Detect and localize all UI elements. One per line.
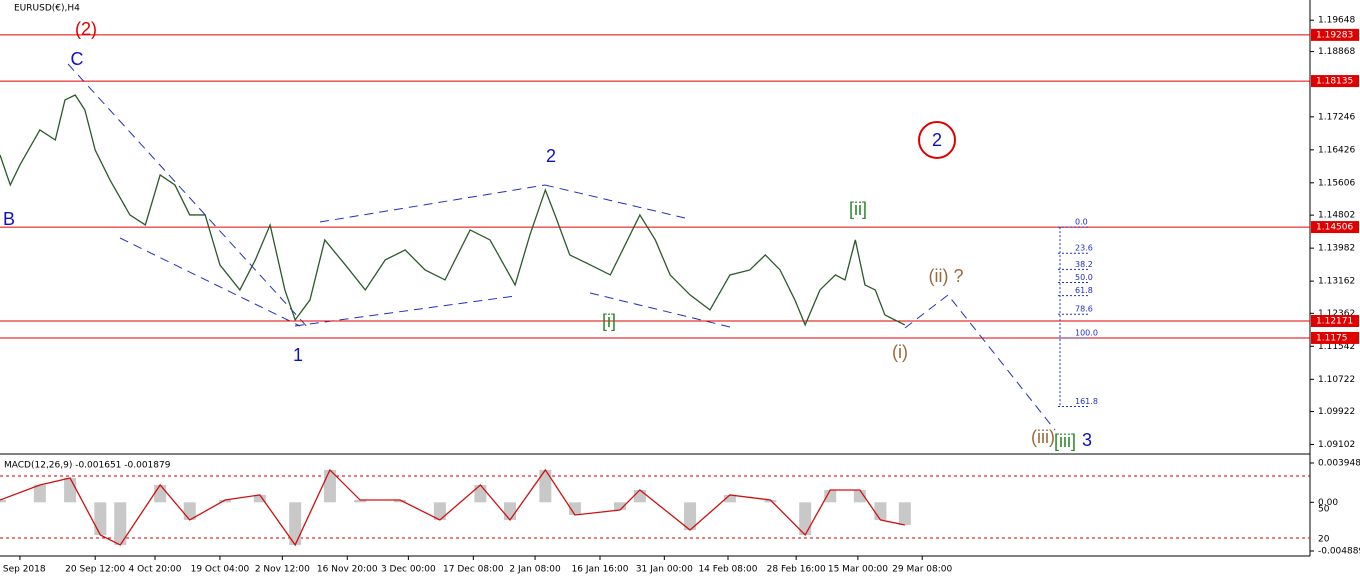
macd-bar	[154, 484, 167, 503]
y-tick-label: 1.09102	[1318, 440, 1355, 450]
x-tick-label: 15 Mar 00:00	[828, 565, 888, 575]
x-tick-label: 20 Sep 12:00	[65, 565, 125, 575]
x-tick-label: 17 Dec 08:00	[443, 565, 504, 575]
wave-label: 2	[546, 146, 556, 166]
fib-label: 61.8	[1075, 286, 1093, 295]
macd-bar	[253, 494, 266, 503]
level-box	[1311, 75, 1359, 88]
fib-label: 0.0	[1075, 218, 1088, 227]
macd-bar	[114, 502, 127, 545]
macd-bar	[289, 502, 302, 545]
macd-tick-label: 0.003948	[1318, 459, 1360, 469]
macd-bar	[874, 502, 887, 520]
wave-circle	[918, 121, 956, 159]
fib-label: 78.6	[1075, 305, 1093, 314]
macd-bar	[323, 469, 336, 503]
macd-bar	[764, 500, 777, 503]
level-box	[1311, 331, 1359, 344]
macd-bar	[633, 489, 646, 503]
x-tick-label: 2 Jan 08:00	[509, 565, 561, 575]
macd-bar	[723, 494, 736, 503]
wave-label: 3	[1082, 430, 1092, 450]
y-tick-label: 1.17246	[1318, 112, 1355, 122]
macd-bar	[94, 502, 107, 535]
y-tick-label: 1.16426	[1318, 145, 1355, 155]
macd-line	[0, 468, 905, 547]
macd-bar	[64, 478, 77, 503]
x-tick-label: 16 Jan 16:00	[572, 565, 629, 575]
y-tick-label: 1.13982	[1318, 244, 1355, 254]
wave-label: (ii) ?	[929, 266, 964, 286]
fib-label: 23.6	[1075, 244, 1093, 253]
macd-tick-label: -0.004889	[1318, 547, 1360, 557]
level-label: 1.19283	[1316, 30, 1353, 40]
level-label: 1.1175	[1316, 333, 1348, 343]
macd-bar	[853, 489, 866, 503]
wave-label: [iii]	[1054, 431, 1076, 451]
macd-label: MACD(12,26,9) -0.001651 -0.001879	[4, 461, 171, 471]
level-label: 1.12171	[1316, 317, 1353, 327]
wave-label: [i]	[602, 311, 616, 331]
wave-label: (2)	[75, 19, 97, 39]
macd-bar	[503, 502, 516, 520]
macd-bar	[433, 502, 446, 520]
level-box	[1311, 28, 1359, 41]
y-tick-label: 1.09922	[1318, 407, 1355, 417]
macd-bar	[613, 502, 626, 510]
macd-side-label: 20	[1318, 535, 1330, 545]
macd-side-label: 50	[1318, 505, 1330, 515]
x-tick-label: 3 Dec 00:00	[381, 565, 436, 575]
macd-bar	[33, 484, 46, 503]
x-tick-label: 6 Sep 2018	[0, 565, 46, 575]
wave-label: C	[71, 49, 84, 69]
x-tick-label: 19 Oct 04:00	[191, 565, 250, 575]
macd-bar	[0, 500, 6, 503]
x-tick-label: 14 Feb 08:00	[698, 565, 757, 575]
macd-bar	[898, 502, 911, 526]
wave-label: 2	[932, 130, 942, 150]
fib-label: 38.2	[1075, 260, 1093, 269]
wave-label: 1	[293, 345, 303, 365]
macd-bar	[799, 502, 812, 535]
wave-label: [ii]	[849, 199, 867, 219]
macd-tick-label: 0.00	[1318, 498, 1338, 508]
x-tick-label: 31 Jan 00:00	[636, 565, 693, 575]
level-label: 1.14506	[1316, 223, 1353, 233]
fib-label: 50.0	[1075, 273, 1093, 282]
y-tick-label: 1.12362	[1318, 309, 1355, 319]
macd-bar	[684, 502, 697, 530]
wave-label: (iii)	[1031, 427, 1055, 447]
x-tick-label: 28 Feb 16:00	[767, 565, 826, 575]
macd-bar	[824, 489, 837, 503]
fib-label: 100.0	[1075, 328, 1098, 337]
y-tick-label: 1.18868	[1318, 47, 1355, 57]
chart-title: EURUSD(€),H4	[14, 4, 80, 14]
x-tick-label: 16 Nov 20:00	[317, 565, 378, 575]
macd-bar	[219, 500, 232, 503]
macd-bar	[394, 500, 407, 503]
macd-bar	[474, 484, 487, 503]
wave-label: (i)	[892, 342, 908, 362]
x-tick-label: 2 Nov 12:00	[255, 565, 310, 575]
wave-label: B	[3, 209, 15, 229]
level-box	[1311, 315, 1359, 328]
level-label: 1.18135	[1316, 77, 1353, 87]
fib-label: 161.8	[1075, 397, 1098, 406]
macd-bar	[354, 500, 367, 503]
y-tick-label: 1.11542	[1318, 342, 1355, 352]
y-tick-label: 1.19648	[1318, 16, 1355, 26]
level-box	[1311, 221, 1359, 234]
y-tick-label: 1.14802	[1318, 211, 1355, 221]
x-tick-label: 29 Mar 08:00	[892, 565, 952, 575]
y-tick-label: 1.15606	[1318, 178, 1355, 188]
y-tick-label: 1.13162	[1318, 277, 1355, 287]
macd-bar	[568, 502, 581, 515]
y-tick-label: 1.10722	[1318, 375, 1355, 385]
x-tick-label: 4 Oct 20:00	[129, 565, 182, 575]
macd-bar	[539, 469, 552, 503]
price-line	[0, 94, 906, 327]
